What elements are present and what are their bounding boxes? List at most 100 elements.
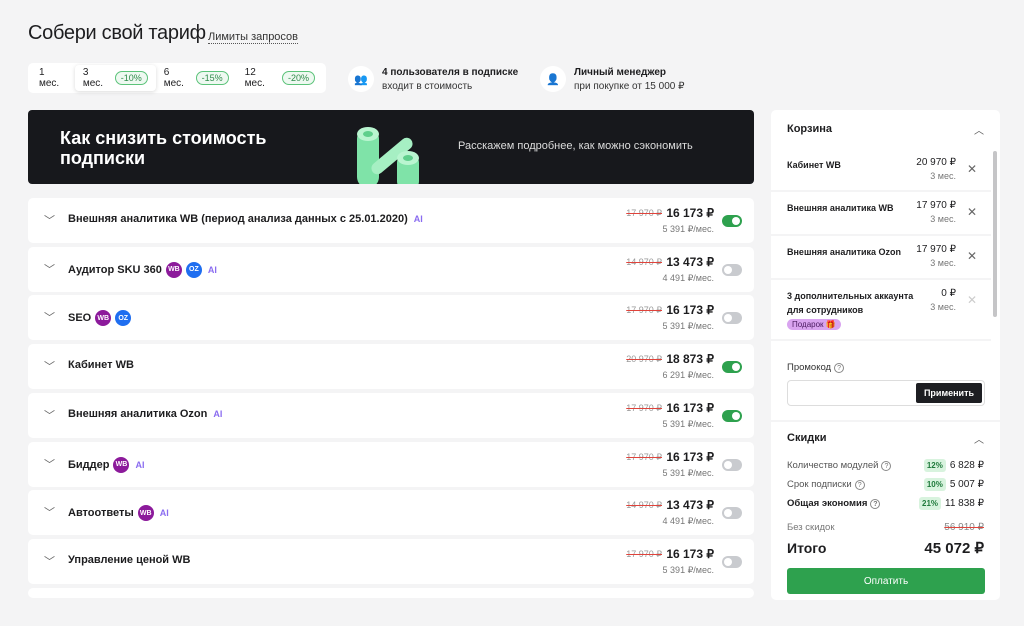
help-icon[interactable]: ? [854, 480, 865, 490]
wb-badge: WB [113, 456, 130, 473]
module-name: Управление ценой WB [68, 553, 191, 566]
module-row[interactable]: ﹀ Автоответы WB AI 14 970 ₽ 13 473 ₽ 4 491… [28, 490, 754, 536]
limits-link[interactable]: Лимиты запросов [208, 31, 299, 44]
chevron-up-icon[interactable]: ︿ [974, 435, 984, 446]
price: 13 473 ₽ [666, 498, 714, 513]
old-price: 17 970 ₽ [626, 305, 662, 316]
module-row[interactable]: ﹀ Внешняя аналитика WB (период анализа д… [28, 198, 754, 243]
old-price: 14 970 ₽ [626, 500, 662, 511]
wb-badge: WB [165, 261, 182, 278]
discount-value: 10% 5 007 ₽ [923, 478, 984, 491]
cart-item: Внешняя аналитика Ozon 17 970 ₽ 3 мес. ✕ [771, 237, 991, 280]
remove-icon[interactable]: ✕ [966, 293, 977, 307]
pay-button[interactable]: Оплатить [787, 568, 985, 594]
monthly-price: 4 491 ₽/мес. [662, 516, 714, 527]
promo-banner[interactable]: Как снизить стоимость подписки Расскажем… [28, 110, 754, 184]
module-name: Внешняя аналитика WB (период анализа дан… [68, 213, 423, 225]
period-tab[interactable]: 12 мес. -20% [237, 65, 323, 91]
module-toggle[interactable] [722, 263, 742, 276]
module-name: Автоответы WB AI [68, 505, 169, 522]
module-toggle[interactable] [722, 507, 742, 520]
module-row[interactable]: ﹀ Управление ценой WB 17 970 ₽ 16 173 ₽ … [28, 538, 754, 584]
chevron-down-icon[interactable]: ﹀ [44, 215, 55, 227]
module-toggle[interactable] [722, 215, 742, 227]
monthly-price: 5 391 ₽/мес. [662, 321, 714, 332]
period-tab[interactable]: 6 мес. -15% [156, 65, 237, 91]
module-toggle[interactable] [722, 555, 742, 568]
module-row[interactable]: ﹀ Кабинет WB 20 970 ₽ 18 873 ₽ 6 291 ₽/м… [28, 344, 754, 390]
module-toggle[interactable] [722, 361, 742, 374]
monthly-price: 5 391 ₽/мес. [662, 467, 714, 478]
discount-percent: 12% [923, 459, 946, 472]
perk-title: 4 пользователя в подписке [382, 66, 519, 78]
module-toggle[interactable] [722, 312, 742, 325]
price: 13 473 ₽ [666, 254, 714, 269]
discount-percent: 21% [919, 497, 942, 510]
ai-badge: AI [135, 459, 145, 470]
old-price: 14 970 ₽ [626, 256, 662, 267]
module-row[interactable]: ﹀ Аудитор SKU 360 WB OZ AI 14 970 ₽ 13 473 … [28, 246, 754, 292]
chevron-down-icon[interactable]: ﹀ [44, 263, 55, 276]
help-icon[interactable]: ? [881, 461, 892, 471]
help-icon[interactable]: ? [834, 363, 845, 373]
period-label: 6 мес. [163, 67, 184, 89]
module-row[interactable]: ﹀ SEO WB OZ 17 970 ₽ 16 173 ₽ 5 391 ₽/мес. [28, 295, 754, 341]
cart-item-name: Внешняя аналитика WB [787, 203, 894, 213]
chevron-down-icon[interactable]: ﹀ [44, 555, 55, 568]
monthly-price: 5 391 ₽/мес. [662, 564, 714, 575]
discount-amount: 11 838 ₽ [945, 498, 984, 509]
module-row[interactable]: ﹀ Биддер WB AI 17 970 ₽ 16 173 ₽ 5 391 ₽/м… [28, 441, 754, 487]
chevron-down-icon[interactable]: ﹀ [44, 507, 55, 520]
old-price: 17 970 ₽ [626, 548, 662, 559]
apply-promo-button[interactable]: Применить [916, 383, 982, 403]
cart-item-price: 0 ₽ [941, 288, 956, 299]
cart-item: Кабинет WB 20 970 ₽ 3 мес. ✕ [771, 150, 991, 192]
discount-label: Срок подписки? [787, 479, 865, 490]
remove-icon[interactable]: ✕ [966, 162, 977, 176]
discount-label: Количество модулей? [787, 460, 892, 471]
monthly-price: 5 391 ₽/мес. [662, 224, 714, 234]
chevron-up-icon[interactable]: ︿ [974, 126, 984, 137]
discount-badge: -10% [114, 71, 148, 85]
price: 16 173 ₽ [666, 596, 714, 598]
period-selector: 1 мес. 3 мес. -10% 6 мес. -15% 12 мес. -20% [28, 63, 326, 93]
wb-badge: WB [95, 310, 112, 327]
period-label: 3 мес. [82, 67, 104, 89]
cart-item-period: 3 мес. [930, 302, 956, 312]
cart-item-price: 20 970 ₽ [916, 157, 956, 168]
cart-item-price: 17 970 ₽ [916, 244, 956, 255]
discount-badge: -15% [195, 71, 229, 85]
ai-badge: AI [413, 214, 423, 224]
monthly-price: 5 391 ₽/мес. [662, 418, 714, 429]
old-price: 17 970 ₽ [626, 402, 662, 413]
chevron-down-icon[interactable]: ﹀ [44, 312, 55, 325]
chevron-down-icon[interactable]: ﹀ [44, 361, 55, 374]
price: 18 873 ₽ [666, 352, 714, 367]
cart-item: Внешняя аналитика WB 17 970 ₽ 3 мес. ✕ [771, 193, 991, 236]
period-tab[interactable]: 3 мес. -10% [74, 65, 156, 91]
monthly-price: 6 291 ₽/мес. [662, 370, 714, 381]
module-row[interactable]: ﹀ Внешняя аналитика Ozon AI 17 970 ₽ 16 1… [28, 392, 754, 438]
remove-icon[interactable]: ✕ [966, 205, 977, 219]
period-tab[interactable]: 1 мес. [31, 65, 75, 91]
module-name: Аудитор SKU 360 WB OZ AI [68, 261, 217, 278]
module-toggle[interactable] [722, 458, 742, 471]
oz-badge: OZ [185, 261, 202, 278]
chevron-down-icon[interactable]: ﹀ [44, 458, 55, 471]
cart-item-period: 3 мес. [930, 171, 956, 181]
module-row[interactable]: ﹀ 17 970 ₽ 16 173 ₽ [28, 587, 754, 598]
chevron-down-icon[interactable]: ﹀ [44, 409, 55, 422]
help-icon[interactable]: ? [870, 499, 881, 509]
promo-input[interactable] [787, 380, 985, 406]
wb-badge: WB [137, 505, 154, 522]
cart-scrollbar[interactable] [993, 151, 997, 317]
period-label: 1 мес. [39, 67, 60, 89]
remove-icon[interactable]: ✕ [966, 249, 977, 263]
module-toggle[interactable] [722, 409, 742, 422]
ai-badge: AI [213, 408, 223, 419]
perk-title: Личный менеджер [574, 66, 667, 78]
total-value: 45 072 ₽ [924, 540, 984, 557]
discount-value: 12% 6 828 ₽ [923, 459, 984, 472]
manager-icon: 👤 [540, 66, 566, 92]
price: 16 173 ₽ [666, 303, 714, 318]
